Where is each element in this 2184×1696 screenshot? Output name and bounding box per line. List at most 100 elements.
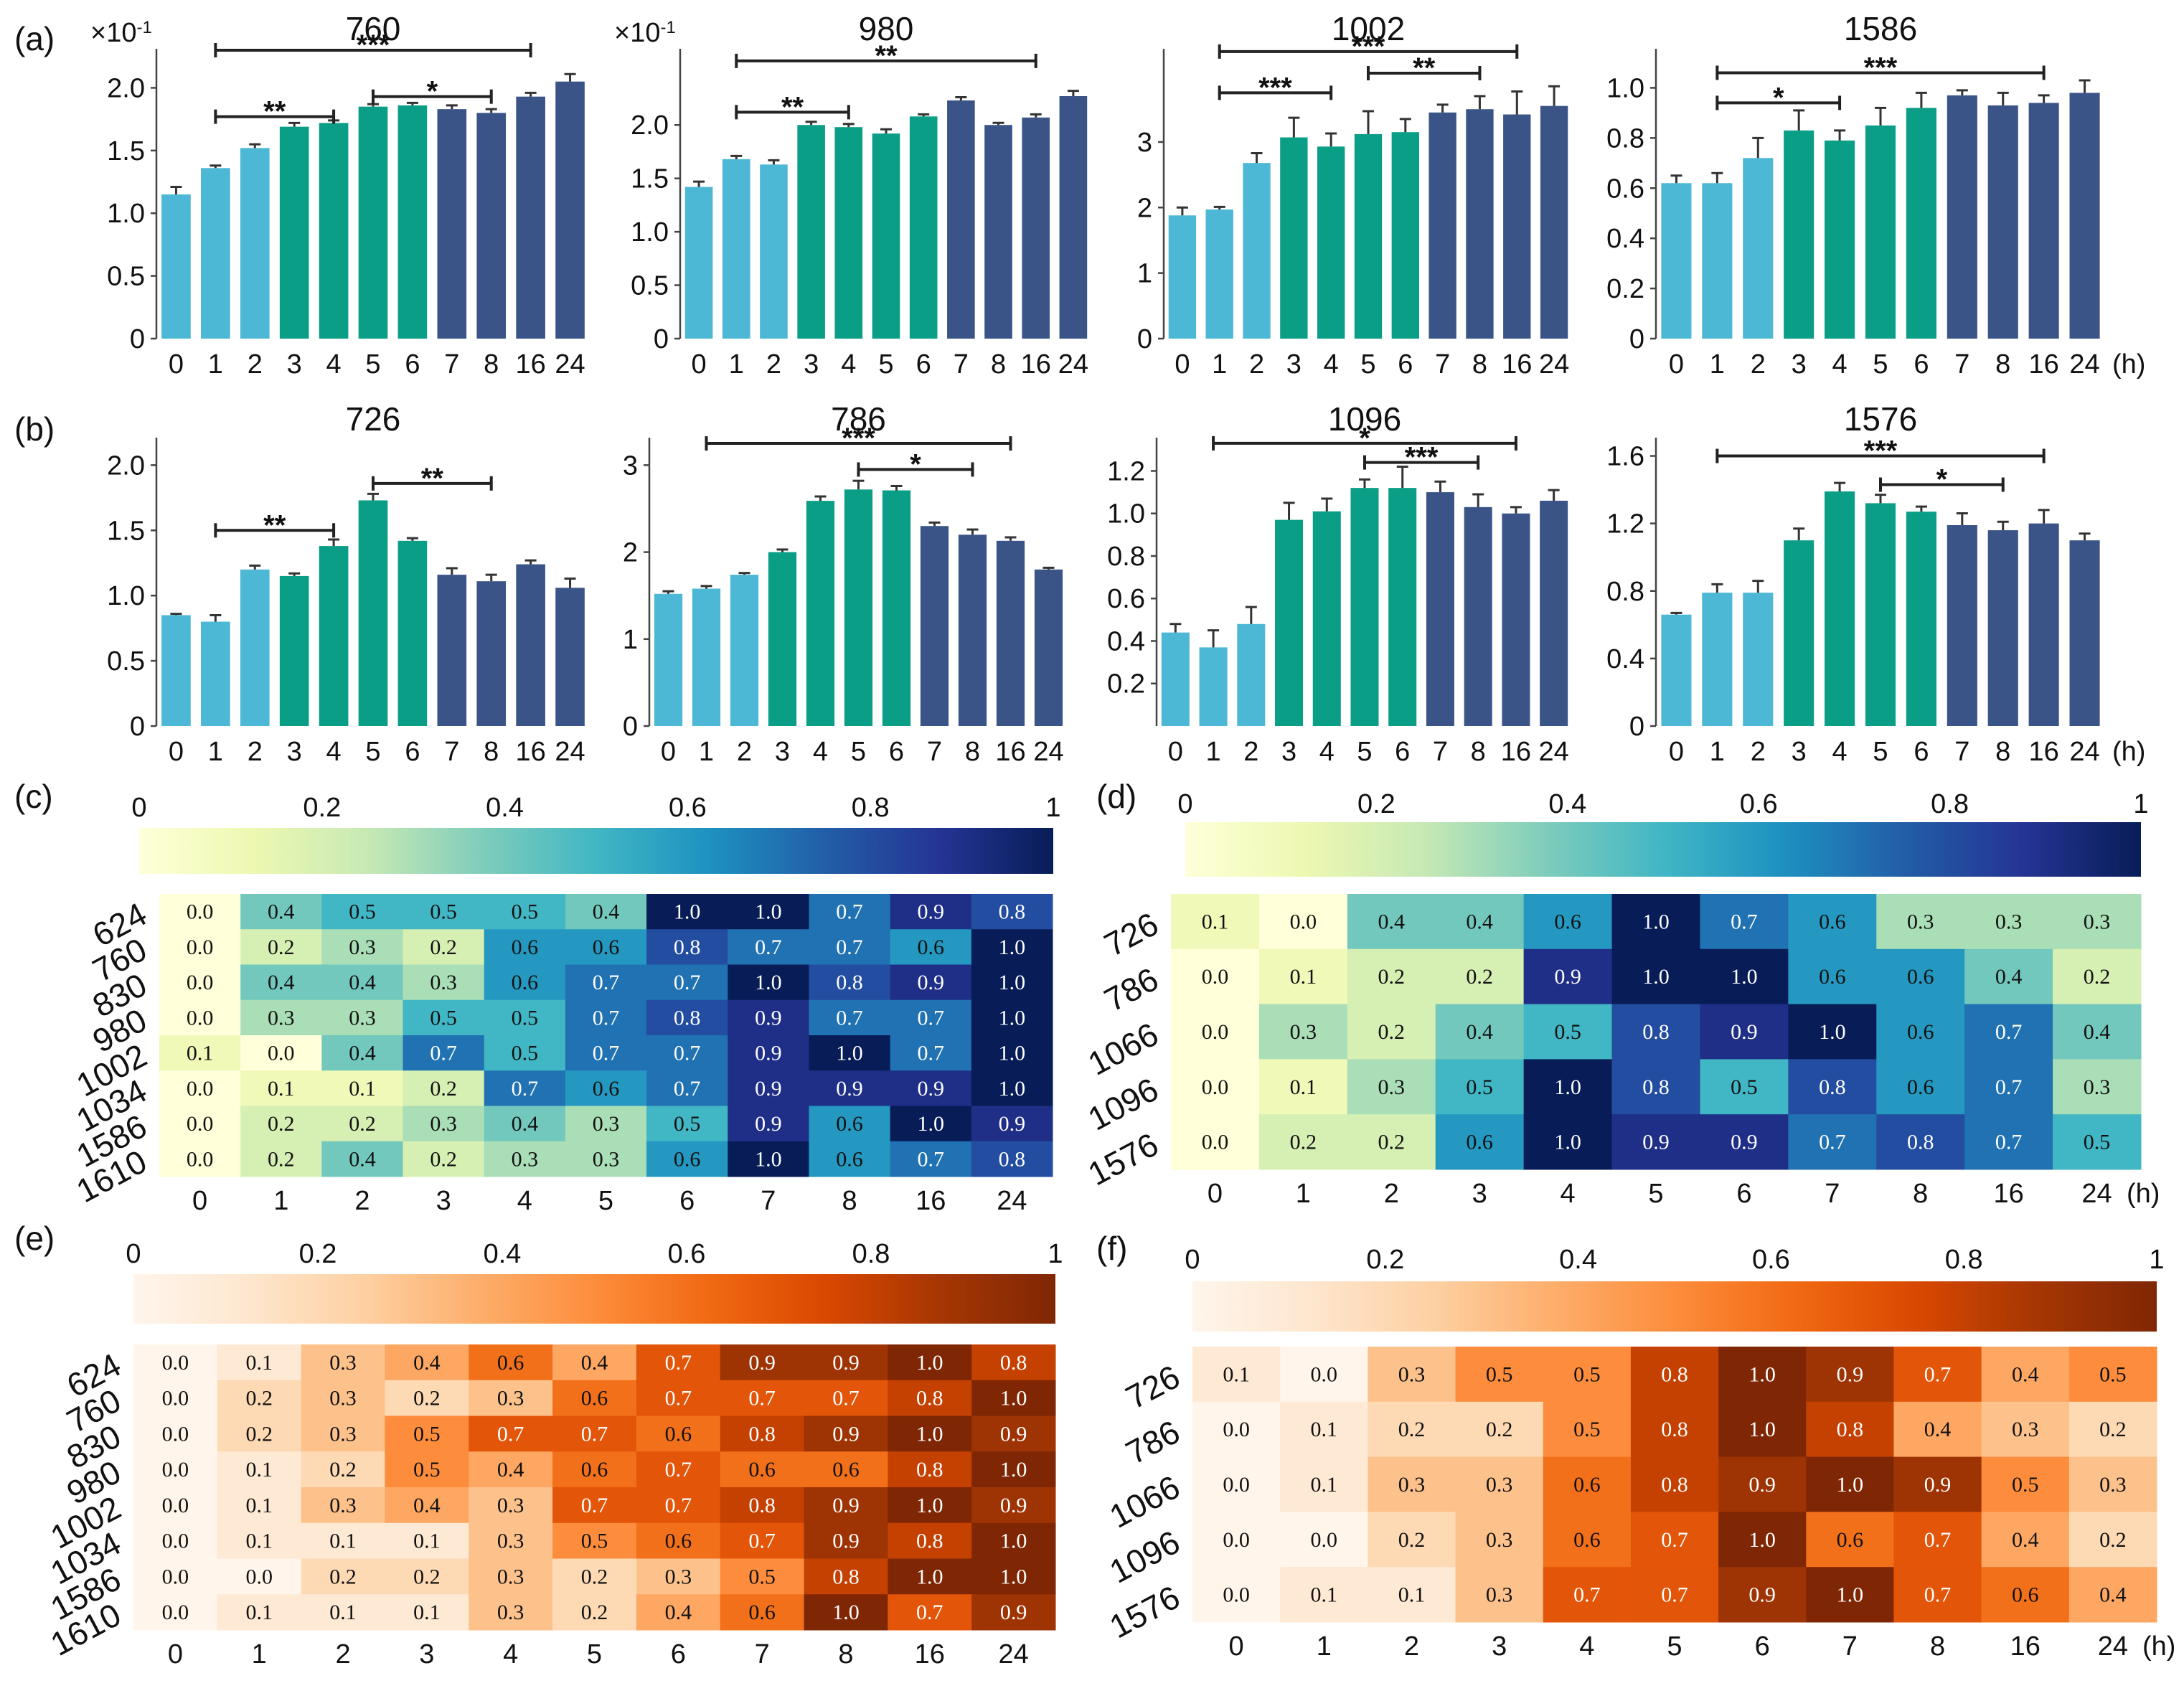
heat-cell — [1258, 948, 1348, 1005]
heat-cell-value: 0.1 — [1290, 1075, 1317, 1099]
bar-4 — [319, 123, 349, 339]
heat-cell — [720, 1594, 805, 1631]
colorbar-tick-label: 0.8 — [852, 793, 890, 823]
heat-cell-value: 0.5 — [512, 900, 539, 924]
heat-cell — [1435, 894, 1525, 950]
heat-cell-value: 0.9 — [1837, 1362, 1864, 1386]
x-tick-label: 8 — [1472, 349, 1487, 380]
x-tick-label: 16 — [1501, 737, 1531, 767]
heat-cell — [1523, 948, 1613, 1005]
heat-cell-value: 0.2 — [245, 1387, 273, 1410]
x-tick-label: 8 — [965, 737, 980, 767]
col-label: 24 — [2081, 1179, 2112, 1209]
heat-cell — [1964, 948, 2053, 1005]
heat-cell — [720, 1451, 805, 1488]
heat-cell — [646, 1070, 728, 1106]
col-label: 5 — [587, 1639, 602, 1669]
heat-cell — [552, 1344, 637, 1381]
bar-0 — [161, 194, 191, 339]
heat-cell — [1171, 948, 1260, 1005]
heat-cell — [2053, 894, 2142, 950]
significance-label: * — [427, 76, 438, 108]
x-tick-label: 0 — [1669, 737, 1684, 767]
heat-cell-value: 0.7 — [832, 1387, 860, 1410]
heat-cell-value: 0.4 — [1466, 1020, 1493, 1044]
x-tick-label: 2 — [1751, 737, 1766, 767]
heat-cell — [385, 1594, 469, 1631]
heat-cell — [321, 1106, 404, 1142]
x-tick-label: 0 — [169, 737, 184, 767]
heat-cell — [469, 1594, 553, 1631]
bar-1 — [201, 168, 230, 339]
heat-cell-value: 0.1 — [1398, 1583, 1426, 1607]
heat-cell — [971, 1106, 1053, 1142]
heat-cell — [728, 1070, 809, 1106]
y-tick-label: 1.6 — [1606, 442, 1644, 472]
heat-cell — [890, 929, 972, 965]
heat-cell — [217, 1487, 302, 1524]
heat-cell — [385, 1487, 469, 1524]
heat-cell — [301, 1594, 385, 1631]
heat-cell-value: 0.5 — [349, 900, 376, 924]
x-tick-label: 8 — [1995, 349, 2010, 380]
heat-cell — [809, 894, 891, 930]
y-tick-label: 0.5 — [107, 262, 145, 292]
heat-cell — [2053, 1114, 2142, 1170]
heat-cell — [1258, 1004, 1348, 1060]
col-label: 4 — [503, 1639, 518, 1669]
heat-cell-value: 0.3 — [1486, 1528, 1513, 1552]
heat-cell — [1368, 1401, 1456, 1458]
heat-cell-value: 0.8 — [748, 1422, 776, 1446]
heat-cell-value: 1.0 — [1837, 1583, 1864, 1607]
heat-cell — [804, 1415, 888, 1452]
y-tick-label: 0.6 — [1606, 174, 1644, 204]
heat-cell-value: 0.7 — [1661, 1528, 1688, 1552]
heat-cell — [403, 999, 485, 1036]
heat-cell — [403, 1141, 485, 1177]
heat-cell-value: 0.3 — [497, 1530, 524, 1553]
x-tick-label: 2 — [248, 737, 263, 767]
heat-cell-value: 0.3 — [1398, 1473, 1426, 1497]
row-label: 1096 — [1103, 1523, 1186, 1591]
heat-cell-value: 0.5 — [674, 1112, 701, 1136]
heat-cell-value: 0.2 — [2099, 1528, 2127, 1552]
y-tick-label: 1.0 — [107, 199, 145, 229]
heat-cell — [1806, 1512, 1894, 1568]
heat-cell-value: 0.0 — [162, 1494, 189, 1517]
heat-cell — [217, 1380, 302, 1416]
bar-7 — [1947, 95, 1977, 339]
heat-cell-value: 0.0 — [268, 1042, 295, 1065]
heat-cell-value: 0.7 — [1819, 1131, 1846, 1154]
heat-cell — [1611, 1114, 1700, 1170]
heat-cell — [321, 1141, 404, 1177]
heat-cell — [469, 1380, 553, 1416]
panel-label: (f) — [1096, 1230, 1127, 1267]
bar-24 — [1059, 96, 1088, 339]
col-label: 2 — [354, 1186, 370, 1216]
heat-cell — [1543, 1347, 1632, 1403]
bar-5 — [358, 500, 388, 726]
heat-cell — [1893, 1347, 1982, 1403]
heat-cell — [321, 999, 404, 1036]
x-tick-label: 0 — [169, 349, 184, 380]
heat-cell-value: 0.6 — [1907, 965, 1934, 989]
bar-2 — [730, 575, 759, 726]
heat-cell-value: 0.4 — [413, 1351, 441, 1375]
row-label: 1576 — [1082, 1126, 1164, 1193]
heat-cell — [484, 1035, 566, 1071]
x-tick-label: 7 — [444, 737, 459, 767]
heat-cell — [804, 1594, 888, 1631]
heat-cell-value: 0.2 — [1378, 1131, 1406, 1154]
heat-cell — [1523, 1114, 1613, 1170]
heat-cell-value: 0.6 — [581, 1458, 608, 1481]
heat-cell — [1964, 1059, 2053, 1115]
heat-cell-value: 0.5 — [1731, 1075, 1758, 1099]
bar-chart-b4: 00.40.81.21.60 1 2 3 4 5 6 7 8 16 24 (h)1576**** — [1606, 400, 2145, 767]
heat-cell — [971, 1558, 1056, 1595]
heat-cell-value: 0.2 — [1378, 965, 1406, 989]
heat-cell — [1718, 1401, 1807, 1458]
heat-cell — [565, 929, 647, 965]
heat-cell — [301, 1415, 385, 1452]
heat-cell — [565, 894, 647, 930]
